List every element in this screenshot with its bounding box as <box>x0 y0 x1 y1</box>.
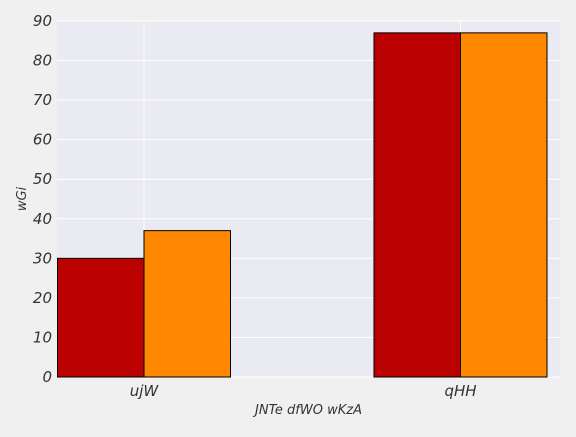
y-tick-label: 40 <box>33 210 52 228</box>
bar <box>57 257 145 378</box>
bars <box>57 32 548 378</box>
y-tick-label: 50 <box>33 170 52 188</box>
y-tick-label: 70 <box>33 91 52 109</box>
y-tick-labels: 0 10 20 30 40 50 60 70 80 90 <box>33 12 52 386</box>
y-tick-label: 30 <box>33 249 52 267</box>
x-tick-label: ujW <box>130 382 160 400</box>
y-tick-label: 10 <box>33 328 52 346</box>
y-tick-label: 20 <box>33 289 52 307</box>
x-tick-label: qHH <box>444 382 476 400</box>
x-tick-labels: ujW qHH <box>130 382 477 400</box>
bar <box>460 32 548 378</box>
y-tick-label: 90 <box>33 12 52 30</box>
x-axis-label: JNTe dfWO wKzA <box>252 403 362 418</box>
y-axis-label: wGi <box>15 186 30 211</box>
y-tick-label: 80 <box>33 52 52 70</box>
y-tick-label: 0 <box>42 368 52 386</box>
y-tick-label: 60 <box>33 131 52 149</box>
bar <box>143 230 231 378</box>
bar <box>373 32 461 378</box>
